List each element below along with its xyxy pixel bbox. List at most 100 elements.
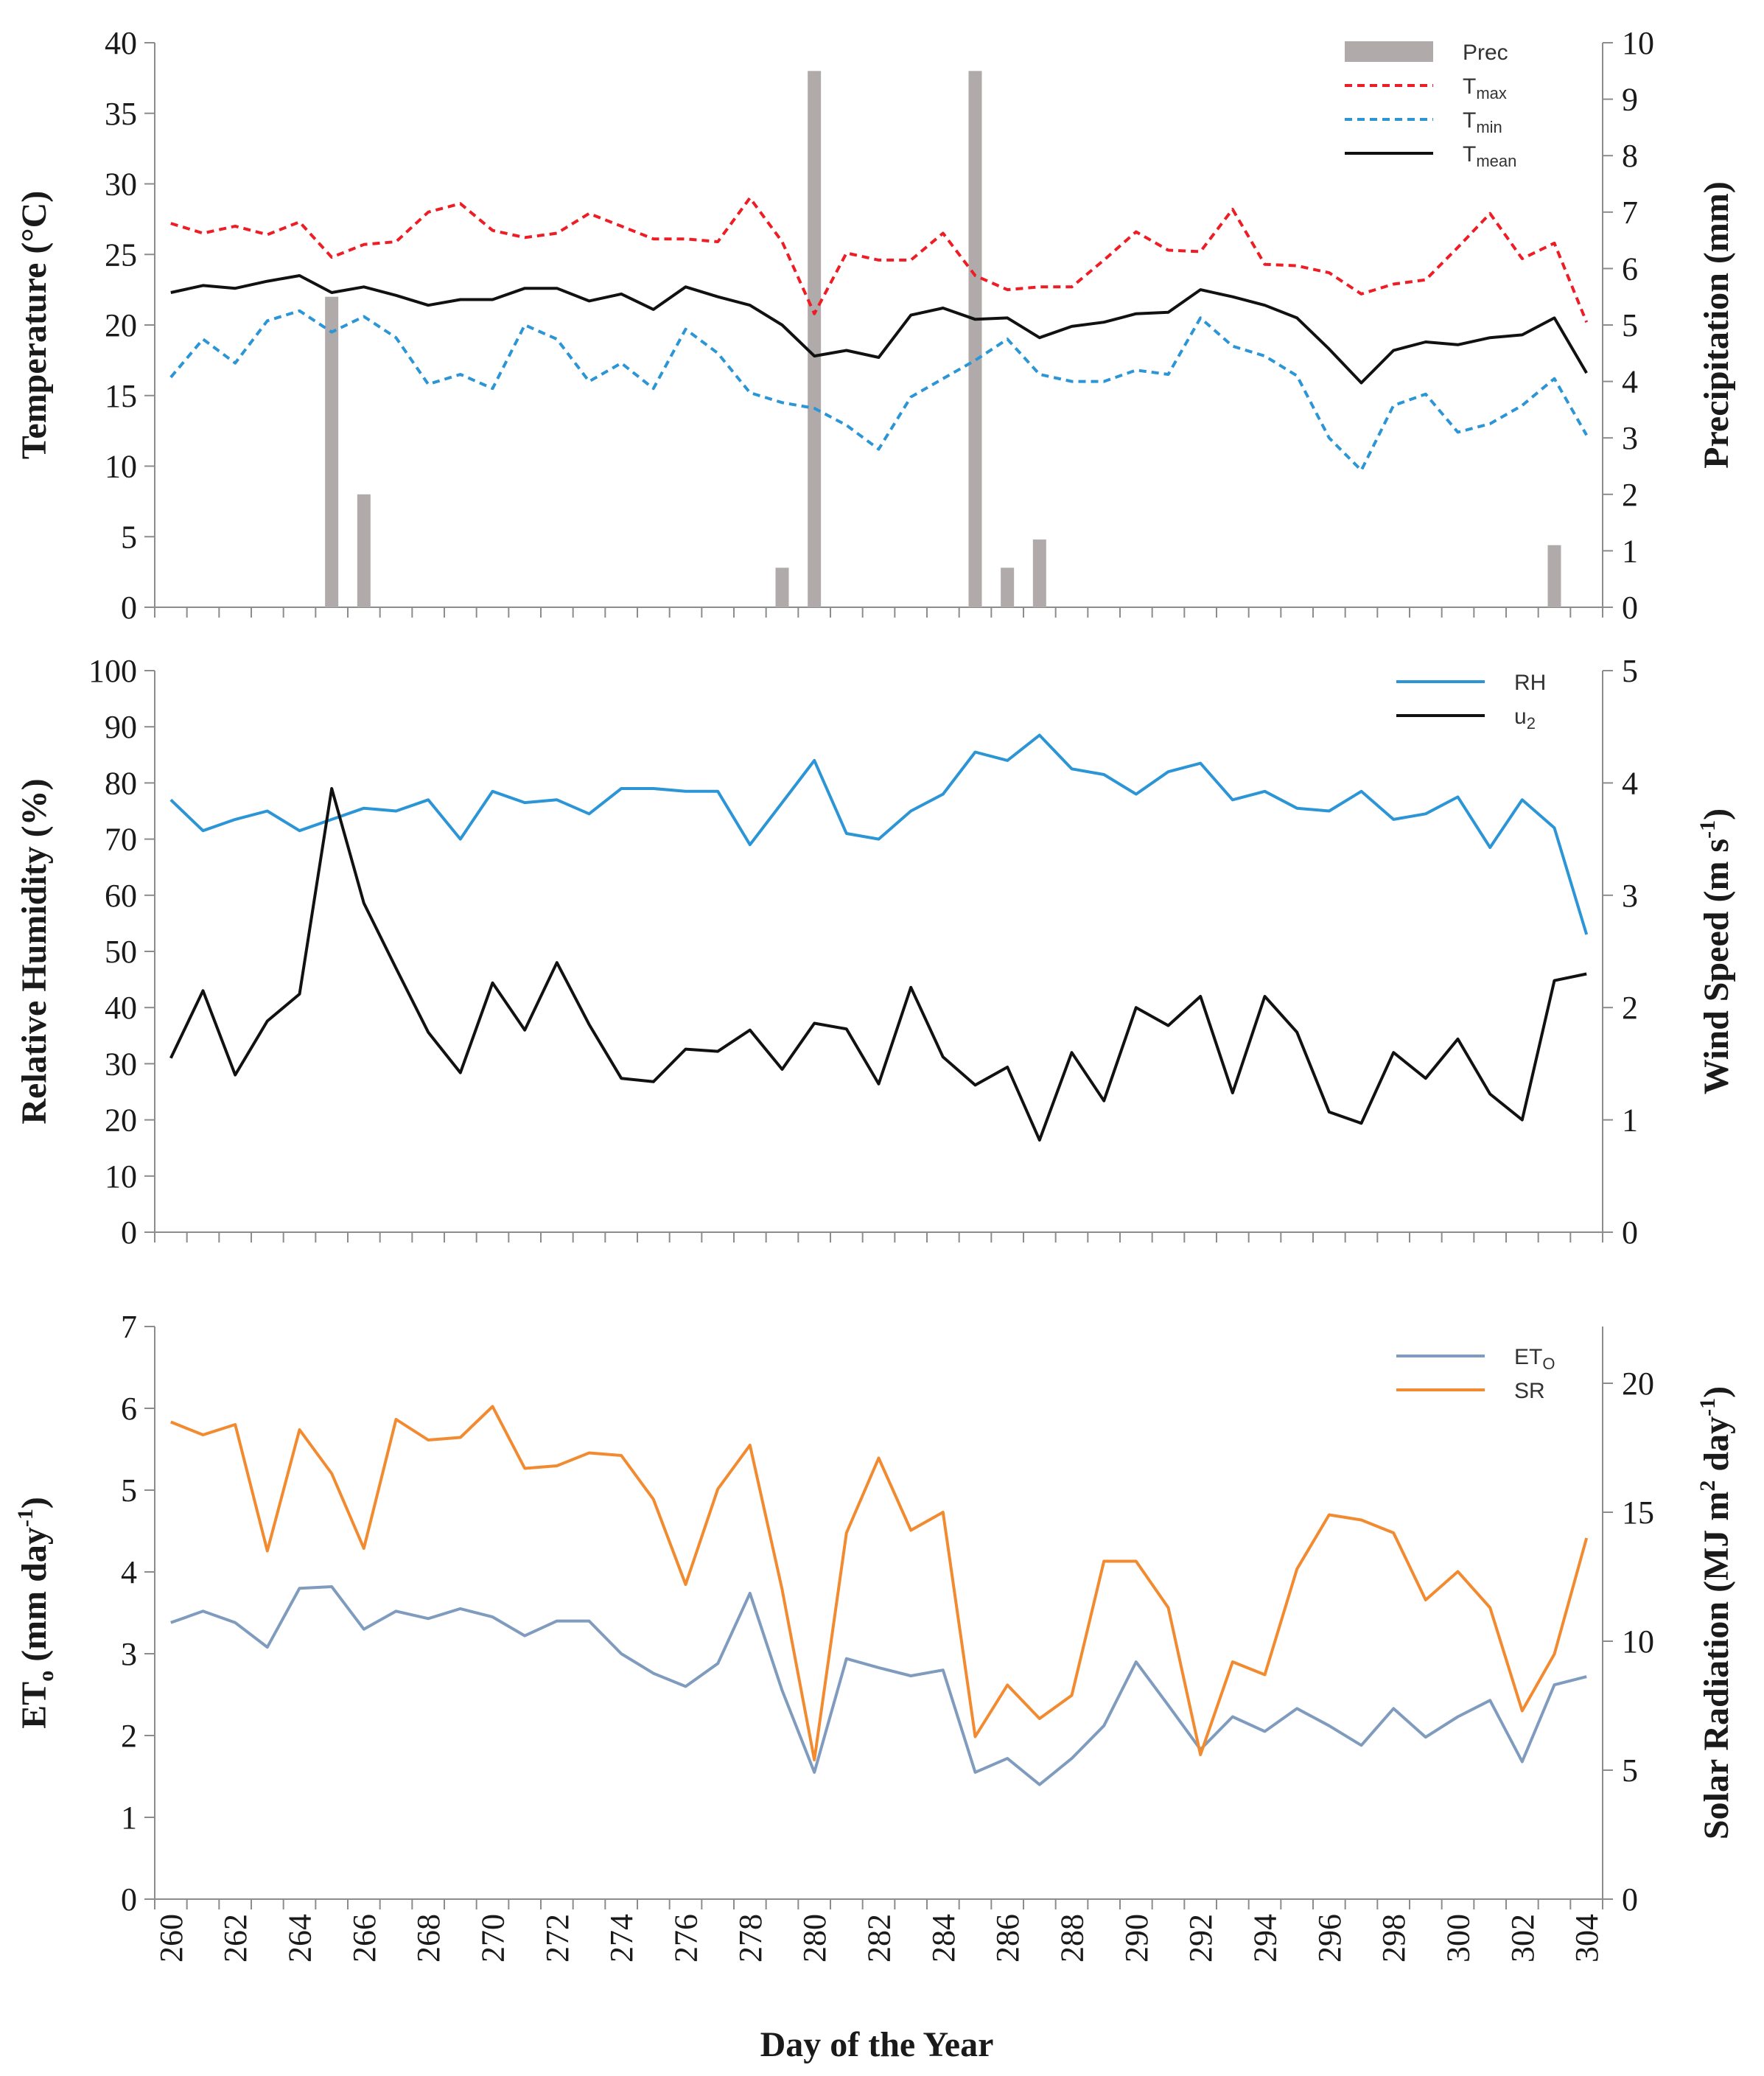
- left-tick-label: 15: [105, 378, 137, 414]
- x-tick-label: 294: [1247, 1914, 1284, 1963]
- left-tick-label: 25: [105, 237, 137, 273]
- x-tick-label: 288: [1054, 1914, 1091, 1963]
- left-tick-label: 35: [105, 96, 137, 132]
- legend-label-u2: u2: [1514, 705, 1536, 733]
- tmax-line: [170, 196, 1589, 323]
- prec-bar: [357, 494, 371, 607]
- left-tick-label: 70: [105, 822, 137, 858]
- left-tick-label: 100: [88, 653, 137, 689]
- left-tick-label: 50: [105, 934, 137, 970]
- legend-label-prec: Prec: [1463, 41, 1508, 65]
- x-tick-label: 268: [410, 1914, 447, 1963]
- left-tick-label: 4: [121, 1554, 137, 1590]
- tmin-line: [169, 309, 1588, 472]
- prec-bar: [808, 71, 822, 608]
- right-axis-label: Wind Speed (m s-1): [1695, 808, 1736, 1094]
- left-tick-label: 7: [121, 1309, 137, 1345]
- right-tick-label: 10: [1622, 1624, 1654, 1660]
- prec-bar: [775, 567, 789, 607]
- x-axis-label: Day of the Year: [760, 2025, 994, 2064]
- left-tick-label: 30: [105, 1046, 137, 1082]
- right-axis-label: Precipitation (mm): [1697, 181, 1736, 469]
- left-tick-label: 60: [105, 878, 137, 914]
- right-tick-label: 4: [1622, 765, 1638, 801]
- right-tick-label: 3: [1622, 420, 1638, 456]
- right-tick-label: 20: [1622, 1366, 1654, 1402]
- x-tick-label: 284: [925, 1914, 962, 1963]
- left-tick-label: 20: [105, 307, 137, 343]
- left-tick-label: 30: [105, 167, 137, 203]
- legend-label-tmax: Tmax: [1463, 74, 1507, 102]
- legend-label-eto: ETO: [1514, 1345, 1555, 1373]
- x-tick-label: 290: [1119, 1914, 1155, 1963]
- x-tick-label: 278: [732, 1914, 769, 1963]
- x-tick-label: 272: [539, 1914, 575, 1963]
- left-tick-label: 5: [121, 1472, 137, 1509]
- x-tick-label: 262: [217, 1914, 253, 1963]
- x-tick-label: 286: [990, 1914, 1026, 1963]
- left-tick-label: 90: [105, 709, 137, 745]
- right-tick-label: 1: [1622, 1102, 1638, 1139]
- right-tick-label: 1: [1622, 533, 1638, 569]
- x-tick-label: 302: [1505, 1914, 1541, 1963]
- right-axis-label: Solar Radiation (MJ m2 day-1): [1695, 1386, 1736, 1839]
- right-tick-label: 5: [1622, 307, 1638, 343]
- right-tick-label: 10: [1622, 25, 1654, 61]
- rh-line: [169, 733, 1589, 935]
- left-axis-label: ETo (mm day-1): [13, 1497, 58, 1729]
- x-tick-label: 300: [1441, 1914, 1477, 1963]
- x-tick-label: 282: [861, 1914, 897, 1963]
- left-tick-label: 3: [121, 1636, 137, 1672]
- legend-label-sr: SR: [1514, 1379, 1545, 1403]
- right-tick-label: 3: [1622, 878, 1638, 914]
- sr-line: [170, 1405, 1589, 1761]
- x-tick-label: 292: [1183, 1914, 1219, 1963]
- x-tick-label: 264: [282, 1914, 318, 1963]
- left-tick-label: 5: [121, 519, 137, 555]
- left-axis-label: Relative Humidity (%): [15, 778, 54, 1124]
- right-tick-label: 2: [1622, 477, 1638, 513]
- right-tick-label: 0: [1622, 590, 1638, 626]
- prec-bar: [1547, 545, 1561, 607]
- right-tick-label: 15: [1622, 1495, 1654, 1531]
- left-tick-label: 6: [121, 1391, 137, 1427]
- right-tick-label: 2: [1622, 990, 1638, 1026]
- legend-label-tmean: Tmean: [1463, 142, 1516, 170]
- left-tick-label: 10: [105, 449, 137, 485]
- x-tick-label: 260: [153, 1914, 189, 1963]
- x-tick-label: 280: [797, 1914, 833, 1963]
- x-tick-label: 274: [603, 1914, 640, 1963]
- prec-bar: [325, 296, 339, 607]
- right-tick-label: 7: [1622, 195, 1638, 231]
- right-tick-label: 9: [1622, 82, 1638, 118]
- right-tick-label: 6: [1622, 251, 1638, 287]
- eto-line: [170, 1585, 1587, 1786]
- tmean-line: [170, 274, 1588, 385]
- left-tick-label: 2: [121, 1718, 137, 1754]
- left-axis-label: Temperature (°C): [15, 191, 54, 459]
- right-tick-label: 8: [1622, 138, 1638, 174]
- right-tick-label: 0: [1622, 1881, 1638, 1918]
- left-tick-label: 10: [105, 1158, 137, 1195]
- temperature-precipitation-panel: 0 5 10 15 20 25 30 35 40 0 1 2 3 4 5 6 7 8 9 10 Temperature …: [15, 25, 1736, 626]
- legend-label-tmin: Tmin: [1463, 108, 1502, 136]
- legend-swatch-prec: [1345, 41, 1433, 62]
- left-tick-label: 40: [105, 990, 137, 1026]
- left-tick-label: 0: [121, 1881, 137, 1918]
- x-tick-label: 298: [1376, 1914, 1412, 1963]
- left-tick-label: 80: [105, 765, 137, 801]
- right-tick-label: 5: [1622, 1752, 1638, 1789]
- u2-line: [169, 787, 1587, 1142]
- left-tick-label: 1: [121, 1800, 137, 1836]
- prec-bar: [968, 71, 982, 608]
- prec-bar: [1001, 567, 1015, 607]
- right-tick-label: 5: [1622, 653, 1638, 689]
- x-tick-label: 270: [475, 1914, 511, 1963]
- left-tick-label: 40: [105, 25, 137, 61]
- shared-x-axis: 260 262 264 266 268 270 272 274 276 278 280 282 284 2…: [153, 1914, 1605, 1963]
- prec-bar: [1032, 539, 1046, 607]
- left-tick-label: 20: [105, 1102, 137, 1139]
- eto-solar-radiation-panel: 0 1 2 3 4 5 6 7 0 5 10 15 20 ETo (mm day-1) Solar Radi…: [13, 1309, 1736, 1918]
- x-tick-label: 304: [1569, 1914, 1605, 1963]
